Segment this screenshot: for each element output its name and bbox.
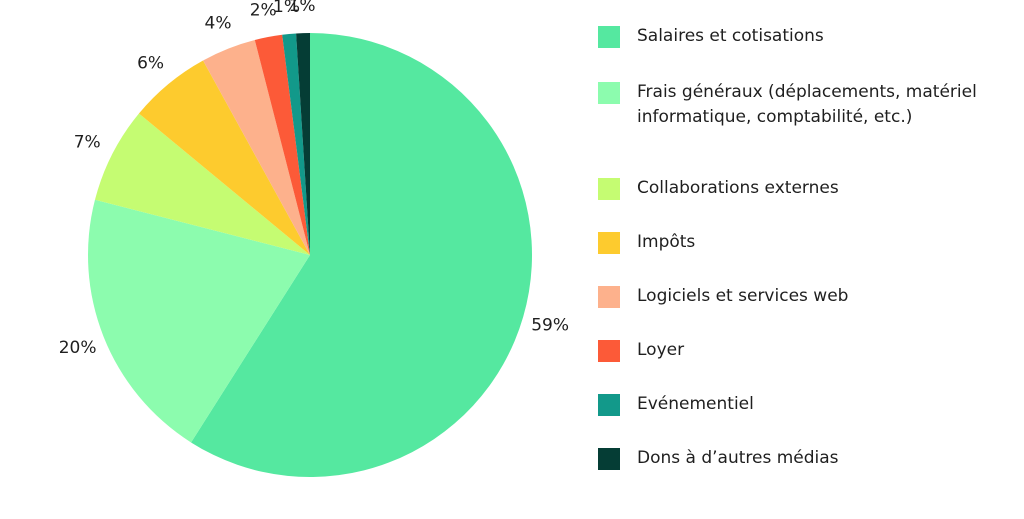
legend-label: Loyer — [637, 340, 685, 360]
legend-swatch — [598, 178, 620, 200]
legend-label: Logiciels et services web — [637, 286, 849, 306]
legend-item: Salaires et cotisations — [598, 24, 1007, 49]
pie-slice-impots — [138, 60, 310, 256]
pie-slice-logiciels-et-services-web — [203, 39, 310, 255]
pie-slice-collaborations-externes — [94, 113, 310, 256]
legend-item: Frais généraux (déplacements, matériel i… — [598, 80, 1007, 130]
pie-slice-label: 59% — [531, 316, 569, 336]
pie-slice-label: 1% — [289, 0, 316, 16]
legend-swatch — [598, 286, 620, 308]
pie-slice-label: 4% — [205, 14, 232, 34]
legend-swatch — [598, 82, 620, 104]
legend-item: Logiciels et services web — [598, 284, 1007, 309]
pie-slice-label: 7% — [74, 133, 101, 153]
legend-swatch — [598, 448, 620, 470]
pie-slice-label: 20% — [59, 338, 97, 358]
pie-slice-dons-a-d-autres-medias — [296, 33, 310, 255]
legend-label: Impôts — [637, 232, 696, 252]
legend-item: Impôts — [598, 230, 1007, 255]
legend-label: Salaires et cotisations — [637, 26, 824, 46]
pie-slice-salaires-et-cotisations — [191, 33, 533, 478]
legend-swatch — [598, 26, 620, 48]
pie-slice-frais-generaux-deplacements-materiel-inf — [87, 199, 310, 443]
pie-slice-label: 2% — [250, 0, 277, 20]
legend-label: Evénementiel — [637, 394, 754, 414]
legend-swatch — [598, 232, 620, 254]
legend-item: Evénementiel — [598, 392, 1007, 417]
legend-label: Collaborations externes — [637, 178, 839, 198]
pie-chart: 59%20%7%6%4%2%1%1% — [59, 0, 569, 478]
legend-label: Dons à d’autres médias — [637, 448, 839, 468]
pie-slice-label: 1% — [273, 0, 300, 17]
pie-slice-evenementiel — [282, 33, 310, 255]
legend-item: Dons à d’autres médias — [598, 446, 1007, 471]
legend-item: Loyer — [598, 338, 1007, 363]
legend-swatch — [598, 340, 620, 362]
legend-item: Collaborations externes — [598, 176, 1007, 201]
pie-slice-loyer — [254, 34, 310, 255]
pie-slice-label: 6% — [137, 53, 164, 73]
legend-swatch — [598, 394, 620, 416]
legend-label: Frais généraux (déplacements, matériel i… — [637, 82, 977, 127]
